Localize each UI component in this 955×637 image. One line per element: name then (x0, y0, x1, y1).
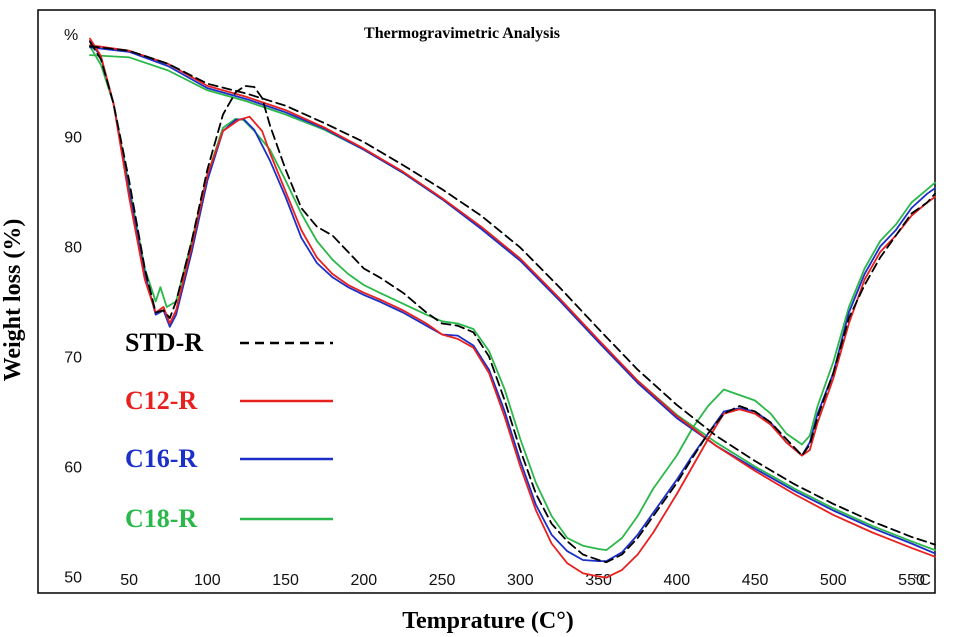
y-axis-title: Weight loss (%) (0, 219, 26, 382)
y-unit-label: % (64, 27, 78, 44)
legend-label: C12-R (125, 386, 197, 415)
x-tick-label: 100 (194, 572, 221, 589)
y-tick-label: 50 (64, 570, 82, 587)
plot-frame (37, 9, 936, 594)
x-tick-label: 50 (120, 572, 138, 589)
legend-label: C18-R (125, 504, 197, 533)
series-line-std-r-dtg (89, 41, 936, 564)
x-tick-label: 350 (585, 572, 612, 589)
x-tick-label: 400 (663, 572, 690, 589)
series-line-c18-r-tga (89, 54, 936, 551)
x-tick-label: 300 (507, 572, 534, 589)
chart-title: Thermogravimetric Analysis (364, 25, 560, 42)
y-tick-label: 90 (64, 130, 82, 147)
legend-label: STD-R (125, 328, 203, 357)
series-lines (89, 37, 936, 579)
y-tick-label: 70 (64, 350, 82, 367)
x-tick-label: 450 (742, 572, 769, 589)
axis-ticks: 50 100 150 200 250 300 350 400 450 500 550 50 60 70 80… (64, 130, 925, 590)
x-tick-label: 250 (429, 572, 456, 589)
series-line-std-r-tga (89, 45, 936, 546)
series-line-c16-r-tga (89, 46, 936, 555)
x-tick-label: 500 (820, 572, 847, 589)
x-unit-label: °C (913, 572, 931, 589)
x-tick-label: 150 (272, 572, 299, 589)
y-tick-label: 80 (64, 240, 82, 257)
legend: STD-R C12-R C16-R C18-R (125, 328, 333, 533)
series-line-c12-r-dtg (89, 37, 936, 579)
series-line-c18-r-dtg (89, 45, 936, 551)
x-tick-label: 200 (350, 572, 377, 589)
x-tick-label: 550 (898, 572, 925, 589)
series-line-c16-r-dtg (89, 39, 936, 562)
series-line-c12-r-tga (89, 44, 936, 558)
legend-label: C16-R (125, 444, 197, 473)
y-tick-label: 60 (64, 460, 82, 477)
x-axis-title: Temprature (C°) (402, 608, 574, 634)
